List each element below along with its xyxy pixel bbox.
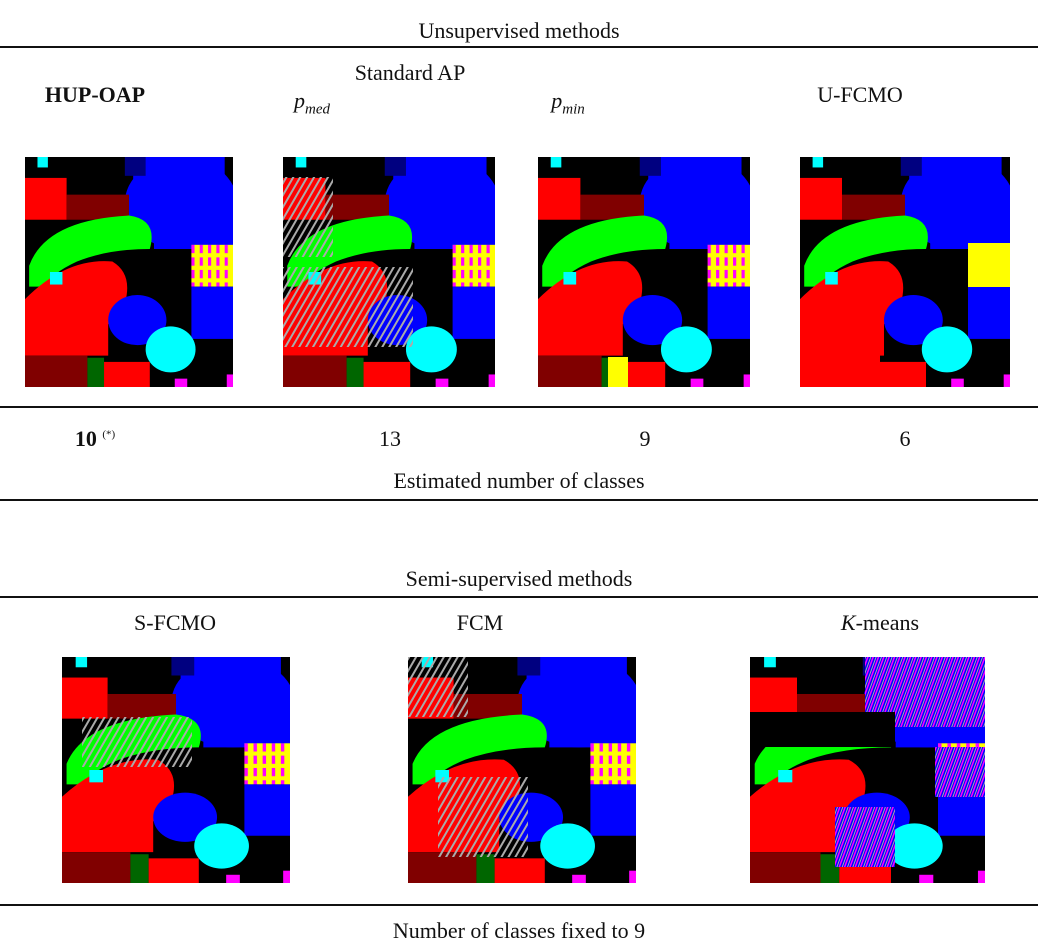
symbol: p <box>294 88 305 113</box>
column-header: pmin <box>551 90 585 117</box>
group-header: Standard AP <box>354 60 466 85</box>
rule <box>0 406 1038 408</box>
column-header: K-means <box>841 612 919 634</box>
count-value: 10 <box>74 426 97 451</box>
classification-map <box>25 157 233 387</box>
classification-map <box>800 157 1010 387</box>
classification-map <box>62 657 290 883</box>
section-title: Semi-supervised methods <box>405 566 633 591</box>
classification-map <box>750 657 985 883</box>
rule <box>0 46 1038 48</box>
subscript: med <box>305 101 330 118</box>
label-rest: -means <box>855 610 920 635</box>
subscript: min <box>562 101 585 118</box>
class-count: 9 <box>639 426 651 451</box>
section-title: Unsupervised methods <box>418 18 620 43</box>
caption: Estimated number of classes <box>393 468 645 493</box>
class-count: 13 <box>379 426 401 451</box>
count-note: (*) <box>102 428 116 441</box>
classification-map <box>408 657 636 883</box>
k-symbol: K <box>840 610 856 635</box>
class-count: 10 (*) <box>75 428 115 450</box>
rule <box>0 499 1038 501</box>
classification-map <box>283 157 495 387</box>
class-count: 6 <box>899 426 911 451</box>
column-header: S-FCMO <box>134 610 216 635</box>
column-header: HUP-OAP <box>44 82 146 107</box>
rule <box>0 596 1038 598</box>
column-header: U-FCMO <box>817 82 903 107</box>
caption: Number of classes fixed to 9 <box>392 918 646 942</box>
column-header: pmed <box>294 90 330 117</box>
rule <box>0 904 1038 906</box>
column-header: FCM <box>456 610 504 635</box>
symbol: p <box>551 88 563 113</box>
classification-map <box>538 157 750 387</box>
